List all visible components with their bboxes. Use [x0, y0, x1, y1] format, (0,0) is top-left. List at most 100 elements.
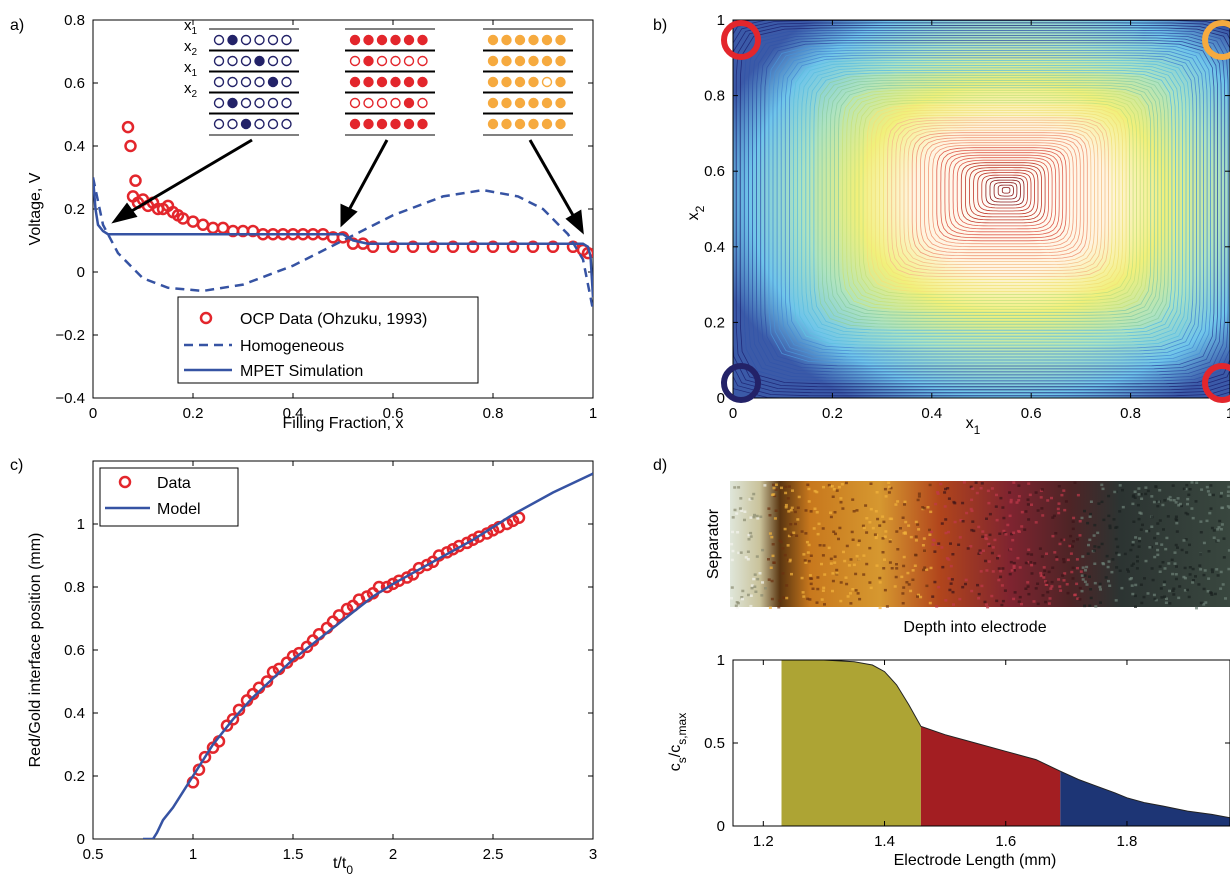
- image-speckle: [996, 557, 999, 560]
- image-speckle: [835, 572, 839, 575]
- schematic-particle: [403, 97, 415, 109]
- schematic-particle: [281, 97, 292, 109]
- image-speckle: [1131, 495, 1135, 498]
- image-speckle: [1216, 574, 1220, 577]
- image-speckle: [1133, 490, 1137, 493]
- schematic-particle: [403, 34, 415, 46]
- image-speckle: [1078, 586, 1082, 590]
- image-speckle: [857, 539, 861, 542]
- image-speckle: [1026, 498, 1030, 501]
- panel-label-d: d): [653, 457, 667, 474]
- image-speckle: [951, 590, 955, 594]
- image-speckle: [1213, 592, 1217, 596]
- image-speckle: [833, 511, 837, 514]
- image-speckle: [1212, 493, 1215, 497]
- image-speckle: [777, 606, 781, 609]
- chart-b-contour: [936, 147, 1067, 242]
- schematic-particle: [213, 97, 225, 109]
- corner-marker-bottom-right: [1202, 363, 1230, 403]
- image-speckle: [977, 552, 981, 555]
- image-speckle: [1076, 538, 1079, 541]
- image-speckle: [1017, 484, 1021, 487]
- image-speckle: [746, 558, 750, 561]
- image-speckle: [1097, 545, 1101, 549]
- image-speckle: [1099, 588, 1102, 591]
- schematic-particle: [555, 34, 566, 46]
- image-speckle: [1042, 566, 1046, 569]
- image-speckle: [786, 544, 790, 547]
- image-speckle: [753, 573, 757, 576]
- image-speckle: [1099, 601, 1102, 604]
- image-speckle: [961, 585, 965, 589]
- chart-b-contour: [838, 87, 1152, 313]
- image-speckle: [1131, 543, 1135, 547]
- image-speckle: [1188, 566, 1192, 569]
- image-speckle: [990, 487, 994, 490]
- image-speckle: [1165, 597, 1168, 600]
- image-speckle: [953, 520, 957, 524]
- image-speckle: [1044, 580, 1047, 583]
- image-speckle: [881, 537, 885, 540]
- image-speckle: [1138, 537, 1142, 540]
- image-speckle: [1156, 522, 1160, 525]
- image-speckle: [919, 595, 923, 599]
- image-speckle: [1055, 555, 1059, 559]
- image-speckle: [1062, 560, 1066, 564]
- image-speckle: [1018, 566, 1022, 569]
- image-speckle: [1199, 520, 1203, 523]
- image-speckle: [1168, 589, 1171, 593]
- image-speckle: [841, 507, 845, 510]
- chart-b-contour: [842, 89, 1148, 310]
- image-speckle: [1197, 583, 1201, 586]
- chart-b-contour: [940, 149, 1064, 239]
- schematic-particle: [213, 34, 225, 46]
- image-speckle: [764, 587, 767, 590]
- image-speckle: [756, 577, 760, 581]
- image-speckle: [1100, 500, 1104, 504]
- image-speckle: [807, 543, 811, 547]
- chart-a-ytick-label: 0.8: [64, 12, 85, 29]
- image-speckle: [977, 592, 981, 596]
- image-speckle: [1166, 515, 1170, 518]
- image-speckle: [1108, 526, 1112, 530]
- image-speckle: [1076, 597, 1080, 600]
- image-speckle: [1092, 549, 1096, 552]
- image-speckle: [952, 603, 955, 606]
- image-speckle: [999, 496, 1003, 500]
- image-speckle: [1050, 496, 1053, 500]
- image-speckle: [845, 544, 849, 548]
- schematic-particle: [390, 34, 401, 46]
- image-speckle: [831, 495, 835, 498]
- image-speckle: [846, 595, 850, 598]
- image-speckle: [808, 574, 812, 577]
- image-speckle: [928, 533, 932, 536]
- schematic-particle: [541, 55, 553, 67]
- image-speckle: [1039, 496, 1043, 499]
- image-speckle: [916, 523, 920, 526]
- chart-a-point: [121, 120, 135, 134]
- image-speckle: [820, 598, 824, 601]
- image-speckle: [1069, 534, 1073, 538]
- image-speckle: [801, 591, 805, 594]
- schematic-particle: [267, 97, 279, 109]
- chart-d-ylabel-sub2: s,max: [675, 713, 689, 745]
- image-speckle: [981, 535, 985, 538]
- chart-b-contour: [834, 84, 1155, 316]
- image-speckle: [1045, 581, 1049, 584]
- image-speckle: [816, 587, 820, 591]
- schematic-particle: [213, 76, 225, 88]
- chart-c-point: [340, 602, 354, 616]
- image-speckle: [1073, 593, 1077, 597]
- image-speckle: [738, 507, 742, 510]
- image-speckle: [1185, 483, 1189, 487]
- schematic-particle: [528, 118, 539, 130]
- image-speckle: [1064, 500, 1068, 503]
- chart-a-ytick-label: 0.6: [64, 75, 85, 92]
- image-speckle: [869, 586, 873, 590]
- image-speckle: [733, 486, 737, 489]
- legend-a-marker-0: [199, 311, 213, 325]
- image-speckle: [780, 486, 783, 490]
- image-speckle: [1209, 591, 1213, 594]
- image-speckle: [884, 495, 888, 498]
